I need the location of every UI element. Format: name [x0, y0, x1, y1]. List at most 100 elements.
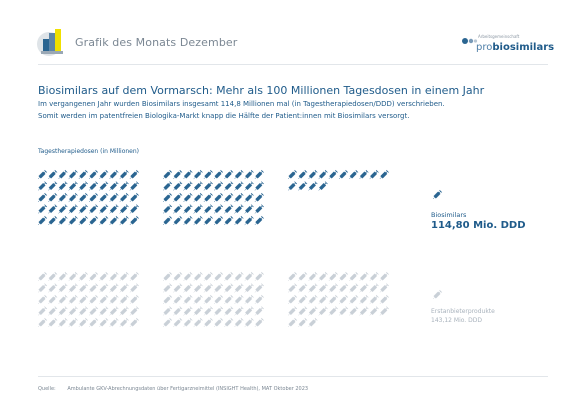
syringe-icon-erstanbieter: [48, 317, 58, 328]
syringe-icon-biosimilars: [68, 169, 78, 180]
syringe-icon-erstanbieter: [254, 283, 264, 293]
syringe-icon-erstanbieter: [109, 271, 119, 282]
syringe-icon-erstanbieter: [359, 283, 369, 293]
syringe-icon-biosimilars: [173, 181, 183, 191]
syringe-icon-biosimilars: [173, 192, 183, 203]
syringe-icon-erstanbieter: [369, 306, 379, 316]
syringe-icon-biosimilars: [173, 169, 183, 180]
syringe-icon-erstanbieter: [213, 271, 224, 282]
syringe-icon-erstanbieter: [244, 294, 254, 305]
syringe-icon-erstanbieter: [99, 294, 109, 305]
syringe-icon-erstanbieter: [308, 294, 318, 305]
syringe-icon-erstanbieter: [234, 283, 244, 293]
syringe-icon-biosimilars: [129, 169, 139, 180]
syringe-icon-biosimilars: [78, 204, 88, 214]
header: Grafik des Monats Dezember Arbeitsgemein…: [0, 0, 586, 66]
syringe-icon-biosimilars: [328, 169, 338, 180]
syringe-icon-biosimilars: [193, 192, 203, 203]
syringe-icon-erstanbieter: [109, 294, 119, 305]
syringe-icon-biosimilars: [88, 215, 99, 226]
syringe-icon-biosimilars: [99, 204, 109, 214]
syringe-icon-erstanbieter: [183, 283, 193, 293]
syringe-icon-erstanbieter: [68, 283, 78, 293]
syringe-icon-erstanbieter: [254, 294, 264, 305]
brand-pro: pro: [476, 42, 493, 53]
syringe-icon-erstanbieter: [328, 294, 338, 305]
syringe-icon-biosimilars: [173, 204, 183, 214]
syringe-icon-erstanbieter: [78, 283, 88, 293]
syringe-icon-biosimilars: [349, 169, 359, 180]
syringe-icon-biosimilars: [48, 215, 58, 226]
syringe-icon-biosimilars: [88, 204, 99, 214]
syringe-icon-biosimilars: [193, 169, 203, 180]
syringe-icon-biosimilars: [68, 215, 78, 226]
syringe-icon-erstanbieter: [213, 306, 224, 316]
syringe-icon-erstanbieter: [88, 294, 99, 305]
syringe-icon-erstanbieter: [298, 283, 308, 293]
syringe-icon-biosimilars: [234, 181, 244, 191]
syringe-icon-biosimilars: [254, 169, 264, 180]
syringe-icon-erstanbieter: [78, 306, 88, 316]
syringe-icon-erstanbieter: [338, 294, 349, 305]
syringe-icon-biosimilars: [99, 215, 109, 226]
legend-syringe-icon-biosimilars: [432, 189, 443, 200]
syringe-icon-erstanbieter: [37, 306, 48, 316]
syringe-icon-biosimilars: [109, 204, 119, 214]
syringe-icon-erstanbieter: [328, 271, 338, 282]
syringe-icon-biosimilars: [183, 181, 193, 191]
syringe-icon-erstanbieter: [37, 294, 48, 305]
syringe-icon-biosimilars: [48, 192, 58, 203]
syringe-icon-erstanbieter: [193, 271, 203, 282]
syringe-icon-erstanbieter: [58, 294, 68, 305]
syringe-icon-erstanbieter: [88, 306, 99, 316]
syringe-icon-biosimilars: [244, 181, 254, 191]
syringe-icon-erstanbieter: [88, 317, 99, 328]
header-divider: [38, 64, 548, 65]
syringe-icon-erstanbieter: [379, 283, 389, 293]
syringe-icon-erstanbieter: [254, 271, 264, 282]
syringe-icon-erstanbieter: [213, 317, 224, 328]
syringe-icon-erstanbieter: [349, 283, 359, 293]
syringe-icon-biosimilars: [234, 192, 244, 203]
syringe-icon-erstanbieter: [234, 317, 244, 328]
syringe-icon-biosimilars: [203, 204, 213, 214]
syringe-icon-erstanbieter: [162, 317, 173, 328]
brand-name: biosimilars: [492, 42, 555, 53]
syringe-icon-biosimilars: [254, 181, 264, 191]
syringe-icon-erstanbieter: [359, 306, 369, 316]
syringe-icon-erstanbieter: [193, 283, 203, 293]
syringe-icon-erstanbieter: [254, 306, 264, 316]
syringe-icon-erstanbieter: [203, 283, 213, 293]
syringe-icon-erstanbieter: [173, 306, 183, 316]
syringe-icon-erstanbieter: [193, 294, 203, 305]
syringe-icon-biosimilars: [78, 169, 88, 180]
syringe-icon-biosimilars: [183, 215, 193, 226]
syringe-icon-biosimilars: [99, 181, 109, 191]
syringe-icon-erstanbieter: [109, 283, 119, 293]
syringe-icon-biosimilars: [224, 192, 234, 203]
syringe-icon-erstanbieter: [48, 271, 58, 282]
syringe-icon-erstanbieter: [254, 317, 264, 328]
syringe-icon-erstanbieter: [119, 271, 129, 282]
syringe-icon-erstanbieter: [308, 306, 318, 316]
syringe-icon-erstanbieter: [183, 271, 193, 282]
syringe-icon-erstanbieter: [379, 306, 389, 316]
syringe-icon-erstanbieter: [244, 306, 254, 316]
syringe-icon-erstanbieter: [338, 283, 349, 293]
syringe-icon-erstanbieter: [68, 306, 78, 316]
syringe-icon-erstanbieter: [359, 294, 369, 305]
syringe-icon-erstanbieter: [308, 283, 318, 293]
syringe-icon-erstanbieter: [173, 317, 183, 328]
syringe-icon-biosimilars: [183, 169, 193, 180]
syringe-icon-biosimilars: [224, 204, 234, 214]
syringe-icon-erstanbieter: [119, 317, 129, 328]
syringe-icon-erstanbieter: [68, 317, 78, 328]
syringe-icon-erstanbieter: [224, 271, 234, 282]
syringe-icon-erstanbieter: [37, 271, 48, 282]
syringe-icon-erstanbieter: [338, 306, 349, 316]
syringe-icon-erstanbieter: [173, 283, 183, 293]
syringe-icon-biosimilars: [48, 169, 58, 180]
syringe-icon-erstanbieter: [308, 271, 318, 282]
syringe-icon-erstanbieter: [328, 306, 338, 316]
syringe-icon-biosimilars: [287, 169, 298, 180]
